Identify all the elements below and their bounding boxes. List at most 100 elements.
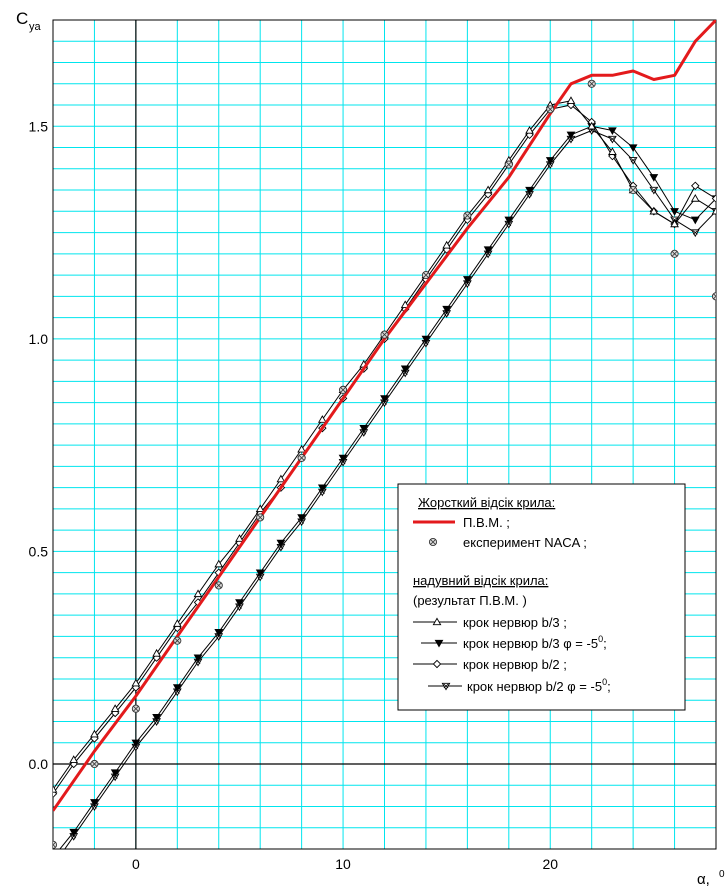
series-b3-point [711,206,716,215]
y-tick-label: 0.5 [29,543,49,559]
series-naca-point [214,581,223,590]
series-b3phi-point [193,654,203,663]
legend-b2phi-text: крок нервюр b/2 φ = -5 [467,679,602,694]
legend-b2phi-symbol [441,682,451,691]
series-b3-point [587,121,597,130]
legend-b3phi-marker [434,639,444,648]
series-b3-point [525,126,534,134]
legend-b3phi-label: крок нервюр b/3 φ = -50; [463,634,607,651]
legend-b2-marker [432,659,442,669]
series-b3phi-point [214,629,224,637]
series-naca-point [380,330,389,339]
legend-b2phi-label: крок нервюр b/2 φ = -50; [467,677,611,694]
series-b3phi-point [297,514,307,522]
legend-b3-label: крок нервюр b/3 ; [463,615,567,630]
series-b3phi-point [690,216,700,225]
series-b3phi-point [545,157,555,165]
x-axis-title-unit: 0 [719,869,725,880]
series-b3phi-point [317,484,327,493]
series-b3phi-point [338,454,348,463]
series-naca-point [711,292,716,301]
legend-b3phi-symbol [434,639,444,648]
series-b3-point [214,559,224,568]
legend-group2-title: надувний відсік крила: [413,573,548,588]
series-b3-point [235,534,244,542]
series-b3-point [90,729,99,738]
series-naca-point [90,759,99,769]
series-b3-point [566,96,576,104]
y-tick-label: 1.0 [29,331,49,347]
x-axis-title: α, 0 [697,869,725,888]
series-b3phi-point [608,127,617,136]
series-b3phi-point [442,305,452,314]
series-b3-point [442,240,452,249]
series-b3phi-point [400,365,410,374]
series-b3phi-point [525,186,534,195]
y-axis-title-sub: ya [29,21,42,33]
series-b3phi-point [131,739,141,748]
series-b3-point [400,300,410,308]
tick-labels: 0.0 0.5 1.0 1.5 0 10 20 [29,118,559,872]
legend-naca-symbol [428,537,438,547]
series-b3-point [649,206,659,215]
series-b3-point [670,219,679,228]
series-b3phi-point [380,395,389,403]
plot-frame [52,19,717,850]
series-b3-point [53,784,58,793]
series-naca-point [339,385,348,394]
series-b3-point [152,648,161,657]
series-b2phi-point [690,229,700,238]
legend-b2phi-end: ; [607,679,611,694]
series-b3-point [690,194,700,202]
x-axis-title-main: α, [697,871,710,888]
series-b3phi-point [235,599,244,607]
series-b3-point [69,755,79,763]
series-naca [53,79,716,849]
series-b3phi-point [628,144,638,153]
series-b3phi-point [152,714,161,722]
series-b3phi-point [110,769,120,777]
series-b3phi-point [69,828,79,837]
series-b3-point [131,678,141,687]
series-naca-point [131,704,140,713]
series-naca-point [629,186,638,195]
series-b3phi-point [276,539,286,548]
series-b3phi-point [649,174,659,182]
series-b3-point [276,474,286,483]
series-b2phi-point [649,186,659,195]
series-naca-point [504,160,513,169]
legend-pvm-label: П.В.М. ; [463,515,510,530]
series-naca-point [53,840,58,849]
legend-b3-marker [432,617,442,626]
legend-naca-marker [428,537,438,547]
series-naca-point [463,211,472,220]
series-b3phi-point [255,569,265,578]
series-b3-point [608,147,617,155]
series-b2phi-point [608,135,617,144]
series-b3phi-point [504,216,514,225]
series-b3phi-point [566,131,576,140]
series-naca-point [546,105,555,114]
series-b2phi-point [628,157,638,165]
legend: Жорсткий відсік крила: П.В.М. ; експерим… [397,483,686,711]
series-pvm [53,20,716,812]
legend-b3phi-end: ; [603,636,607,651]
y-tick-label: 1.5 [29,118,49,134]
series-b2-point [711,194,716,203]
series-b3-point [172,619,182,627]
series-b3phi [59,123,716,849]
series-b2-point [691,181,700,191]
legend-naca-label: експеримент NACA ; [463,535,587,550]
series-b3phi-point [670,208,679,216]
series-b3phi-point [462,276,472,284]
series-naca-point [670,249,679,258]
y-tick-label: 0.0 [29,756,49,772]
legend-b2-label: крок нервюр b/2 ; [463,657,567,672]
series-b3-point [255,504,265,513]
legend-b2-symbol [432,659,442,669]
series-naca-point [256,513,265,522]
series-layer [53,20,716,849]
x-tick-label: 0 [132,856,140,872]
series-b3phi-point [90,799,99,807]
